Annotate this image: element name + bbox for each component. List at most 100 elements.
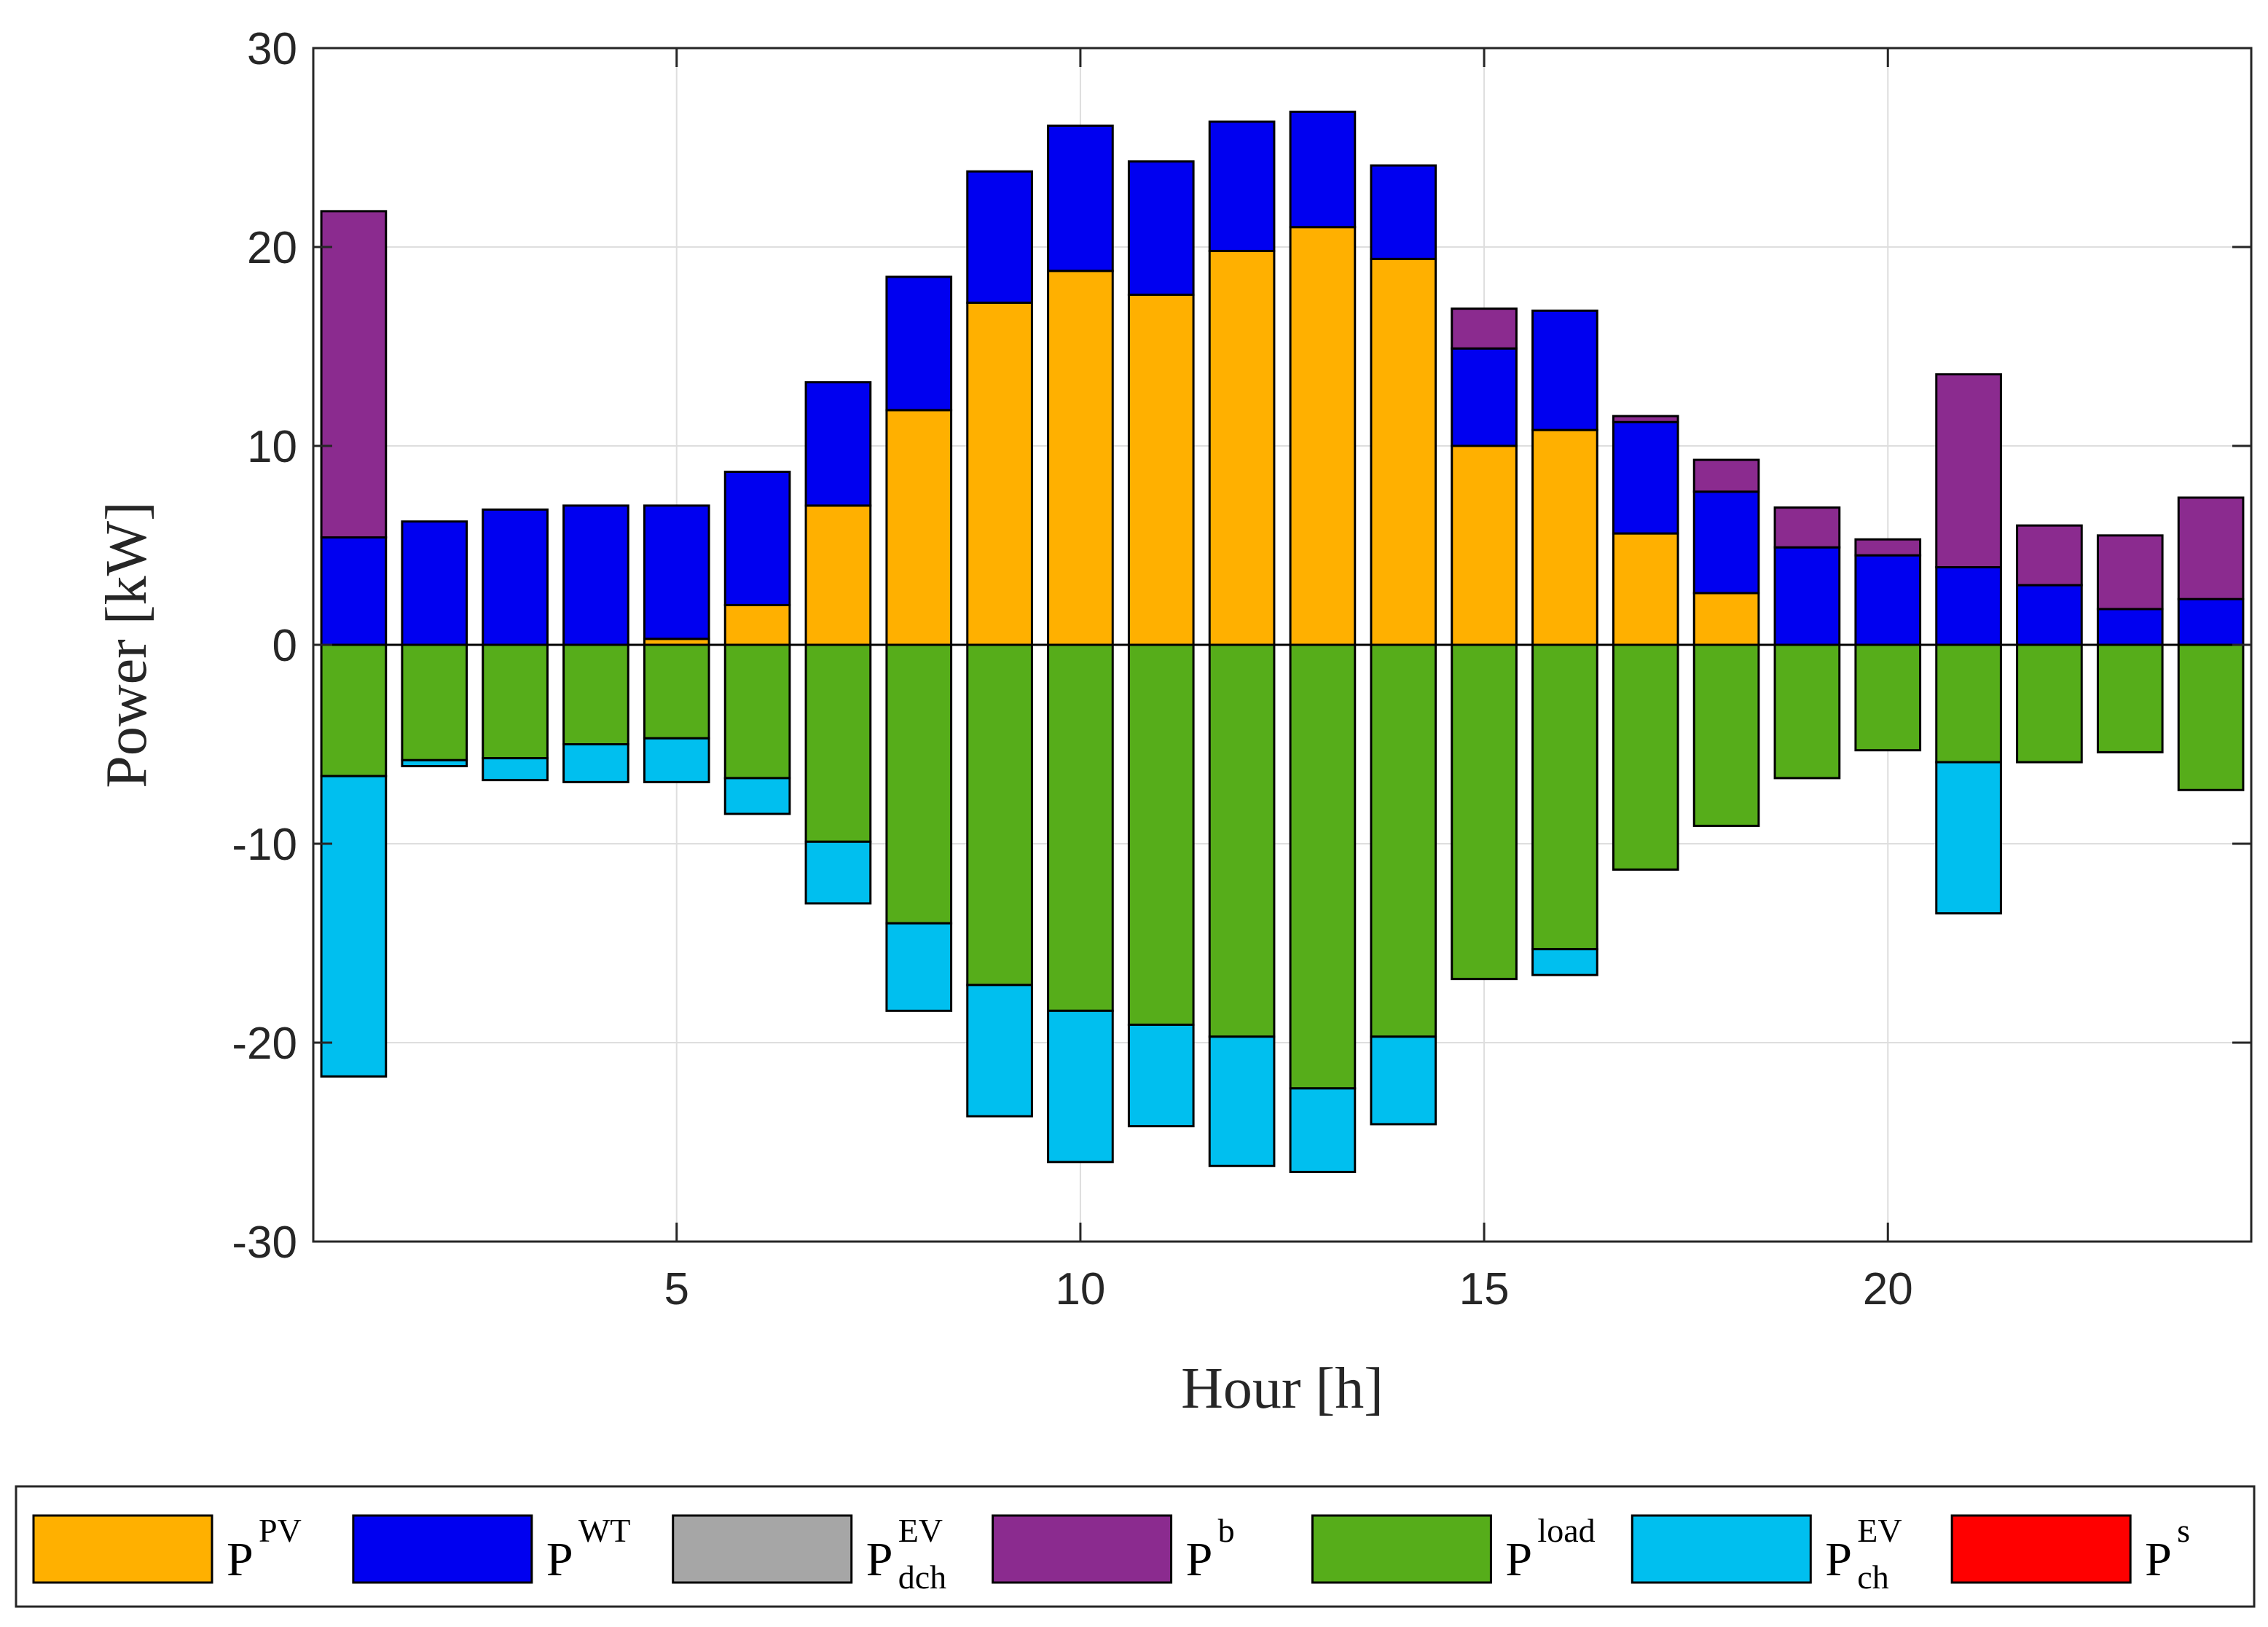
bar-ch-h5 xyxy=(643,737,710,783)
legend-label-s: P xyxy=(2145,1533,2172,1586)
bar-b-h19 xyxy=(1773,506,1841,549)
bar-b-h20 xyxy=(1854,538,1922,557)
legend-sup-b: b xyxy=(1218,1512,1235,1549)
x-axis: 5 10 15 20 xyxy=(664,48,1913,1314)
bar-ch-h4 xyxy=(562,743,629,783)
bar-load-h16 xyxy=(1531,643,1598,951)
legend-sup-ch: EV xyxy=(1857,1512,1902,1549)
bar-wt-h1 xyxy=(320,536,388,646)
legend-label-wt: P xyxy=(546,1533,573,1586)
bar-wt-h18 xyxy=(1692,490,1760,595)
bar-load-h3 xyxy=(482,643,549,760)
legend-sup-load: load xyxy=(1537,1512,1595,1549)
bar-b-h21 xyxy=(1935,373,2002,569)
bar-load-h8 xyxy=(885,643,953,925)
bar-load-h22 xyxy=(2016,643,2083,764)
legend-swatch-wt xyxy=(352,1514,533,1584)
bar-wt-h8 xyxy=(885,275,953,412)
bar-load-h17 xyxy=(1612,643,1679,871)
bar-wt-h17 xyxy=(1612,420,1679,535)
bar-wt-h5 xyxy=(643,504,710,640)
legend-sup-dch: EV xyxy=(898,1512,943,1549)
bar-load-h14 xyxy=(1370,643,1437,1038)
y-tick-label: 20 xyxy=(247,223,297,273)
bar-load-h21 xyxy=(1935,643,2002,764)
bar-pv-h13 xyxy=(1289,226,1357,646)
bar-load-h1 xyxy=(320,643,388,777)
bar-wt-h23 xyxy=(2096,608,2164,646)
legend-sub-dch: dch xyxy=(898,1559,946,1596)
bar-pv-h12 xyxy=(1208,249,1276,646)
bar-pv-h14 xyxy=(1370,257,1437,646)
bar-ch-h8 xyxy=(885,922,953,1012)
bar-load-h5 xyxy=(643,643,710,740)
bar-wt-h22 xyxy=(2016,584,2083,646)
legend-swatch-b xyxy=(992,1514,1173,1584)
bar-wt-h20 xyxy=(1854,554,1922,646)
bar-wt-h12 xyxy=(1208,120,1276,252)
bar-ch-h6 xyxy=(723,777,791,815)
bar-wt-h15 xyxy=(1451,347,1518,447)
bar-pv-h15 xyxy=(1451,444,1518,646)
bar-load-h20 xyxy=(1854,643,1922,752)
x-axis-label: Hour [h] xyxy=(1181,1357,1384,1421)
bar-load-h6 xyxy=(723,643,791,780)
bar-wt-h10 xyxy=(1047,124,1114,273)
legend-swatch-load xyxy=(1311,1514,1492,1584)
bar-wt-h24 xyxy=(2177,597,2245,646)
legend-label-dch: P xyxy=(866,1533,893,1586)
bar-b-h23 xyxy=(2096,534,2164,611)
bar-load-h11 xyxy=(1127,643,1195,1026)
bar-load-h18 xyxy=(1692,643,1760,827)
bar-wt-h19 xyxy=(1773,546,1841,646)
bar-load-h4 xyxy=(562,643,629,745)
legend-swatch-ch xyxy=(1631,1514,1812,1584)
y-tick-label: -30 xyxy=(232,1218,297,1268)
bar-ch-h1 xyxy=(320,775,388,1078)
bar-ch-h9 xyxy=(966,984,1033,1118)
bar-b-h17 xyxy=(1612,415,1679,423)
bar-ch-h3 xyxy=(482,757,549,782)
bar-wt-h2 xyxy=(401,520,468,646)
x-tick-label: 5 xyxy=(664,1264,689,1314)
legend-swatch-s xyxy=(1950,1514,2132,1584)
bar-ch-h21 xyxy=(1935,761,2002,915)
bar-b-h24 xyxy=(2177,496,2245,600)
legend-swatch-dch xyxy=(672,1514,853,1584)
bar-pv-h9 xyxy=(966,301,1033,646)
bar-pv-h6 xyxy=(723,603,791,646)
bar-load-h23 xyxy=(2096,643,2164,753)
y-axis-label: Power [kW] xyxy=(95,501,159,788)
bar-ch-h7 xyxy=(804,840,872,905)
x-tick-label: 15 xyxy=(1459,1264,1510,1314)
legend-sup-pv: PV xyxy=(259,1512,302,1549)
x-tick-label: 10 xyxy=(1055,1264,1105,1314)
legend-sup-wt: WT xyxy=(578,1512,631,1549)
bar-wt-h9 xyxy=(966,170,1033,304)
bars xyxy=(313,110,2251,1173)
bar-wt-h3 xyxy=(482,508,549,646)
y-tick-label: 30 xyxy=(247,24,297,74)
y-axis: -30 -20 -10 0 10 20 30 xyxy=(232,24,2251,1268)
bar-b-h22 xyxy=(2016,524,2083,587)
legend-label-load: P xyxy=(1505,1533,1532,1586)
bar-b-h1 xyxy=(320,210,388,539)
bar-ch-h13 xyxy=(1289,1087,1357,1173)
bar-wt-h11 xyxy=(1127,160,1195,297)
bar-pv-h16 xyxy=(1531,428,1598,646)
legend-label-b: P xyxy=(1186,1533,1213,1586)
bar-ch-h11 xyxy=(1127,1023,1195,1128)
bar-ch-h14 xyxy=(1370,1035,1437,1126)
legend-sub-ch: ch xyxy=(1857,1559,1888,1596)
bar-pv-h10 xyxy=(1047,270,1114,646)
bar-load-h2 xyxy=(401,643,468,761)
bar-pv-h17 xyxy=(1612,532,1679,646)
bar-load-h10 xyxy=(1047,643,1114,1012)
bar-ch-h10 xyxy=(1047,1009,1114,1164)
legend-label-pv: P xyxy=(227,1533,254,1586)
bar-ch-h2 xyxy=(401,758,468,768)
bar-ch-h16 xyxy=(1531,948,1598,976)
bar-wt-h4 xyxy=(562,504,629,646)
bar-load-h9 xyxy=(966,643,1033,987)
